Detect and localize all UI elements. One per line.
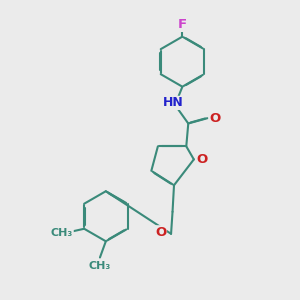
Text: O: O (155, 226, 166, 239)
Text: O: O (209, 112, 220, 125)
Text: HN: HN (163, 96, 184, 110)
Text: CH₃: CH₃ (89, 261, 111, 271)
Text: CH₃: CH₃ (51, 228, 73, 238)
Text: O: O (196, 153, 208, 166)
Text: F: F (178, 18, 187, 32)
